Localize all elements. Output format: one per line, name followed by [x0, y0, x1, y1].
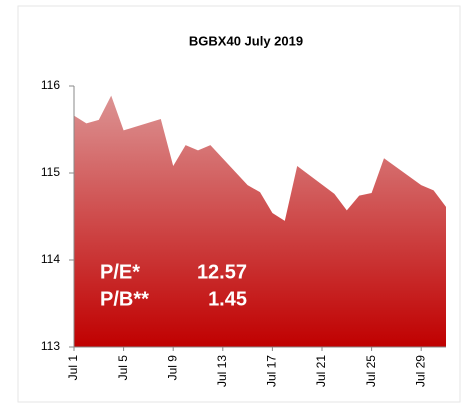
y-tick-label: 113	[41, 339, 60, 353]
x-tick-label: Jul 13	[215, 355, 229, 387]
frame	[17, 5, 461, 403]
x-tick-label: Jul 1	[66, 355, 80, 381]
y-tick-label: 116	[41, 78, 60, 92]
x-tick-label: Jul 5	[116, 355, 130, 381]
area	[74, 95, 446, 347]
x-tick-label: Jul 21	[314, 355, 328, 387]
y-tick-label: 115	[41, 165, 60, 179]
chart-title: BGBX40 July 2019	[189, 33, 303, 48]
annotation-label: P/E*	[100, 261, 140, 283]
x-tick-label: Jul 17	[265, 355, 279, 387]
x-tick-label: Jul 9	[165, 355, 179, 381]
x-tick-label: Jul 25	[364, 355, 378, 387]
annotation-label: P/B**	[100, 288, 149, 310]
x-tick-label: Jul 29	[413, 355, 427, 387]
annotation-value: 12.57	[197, 261, 247, 283]
annotation-value: 1.45	[208, 288, 247, 310]
y-tick-label: 114	[41, 252, 60, 266]
